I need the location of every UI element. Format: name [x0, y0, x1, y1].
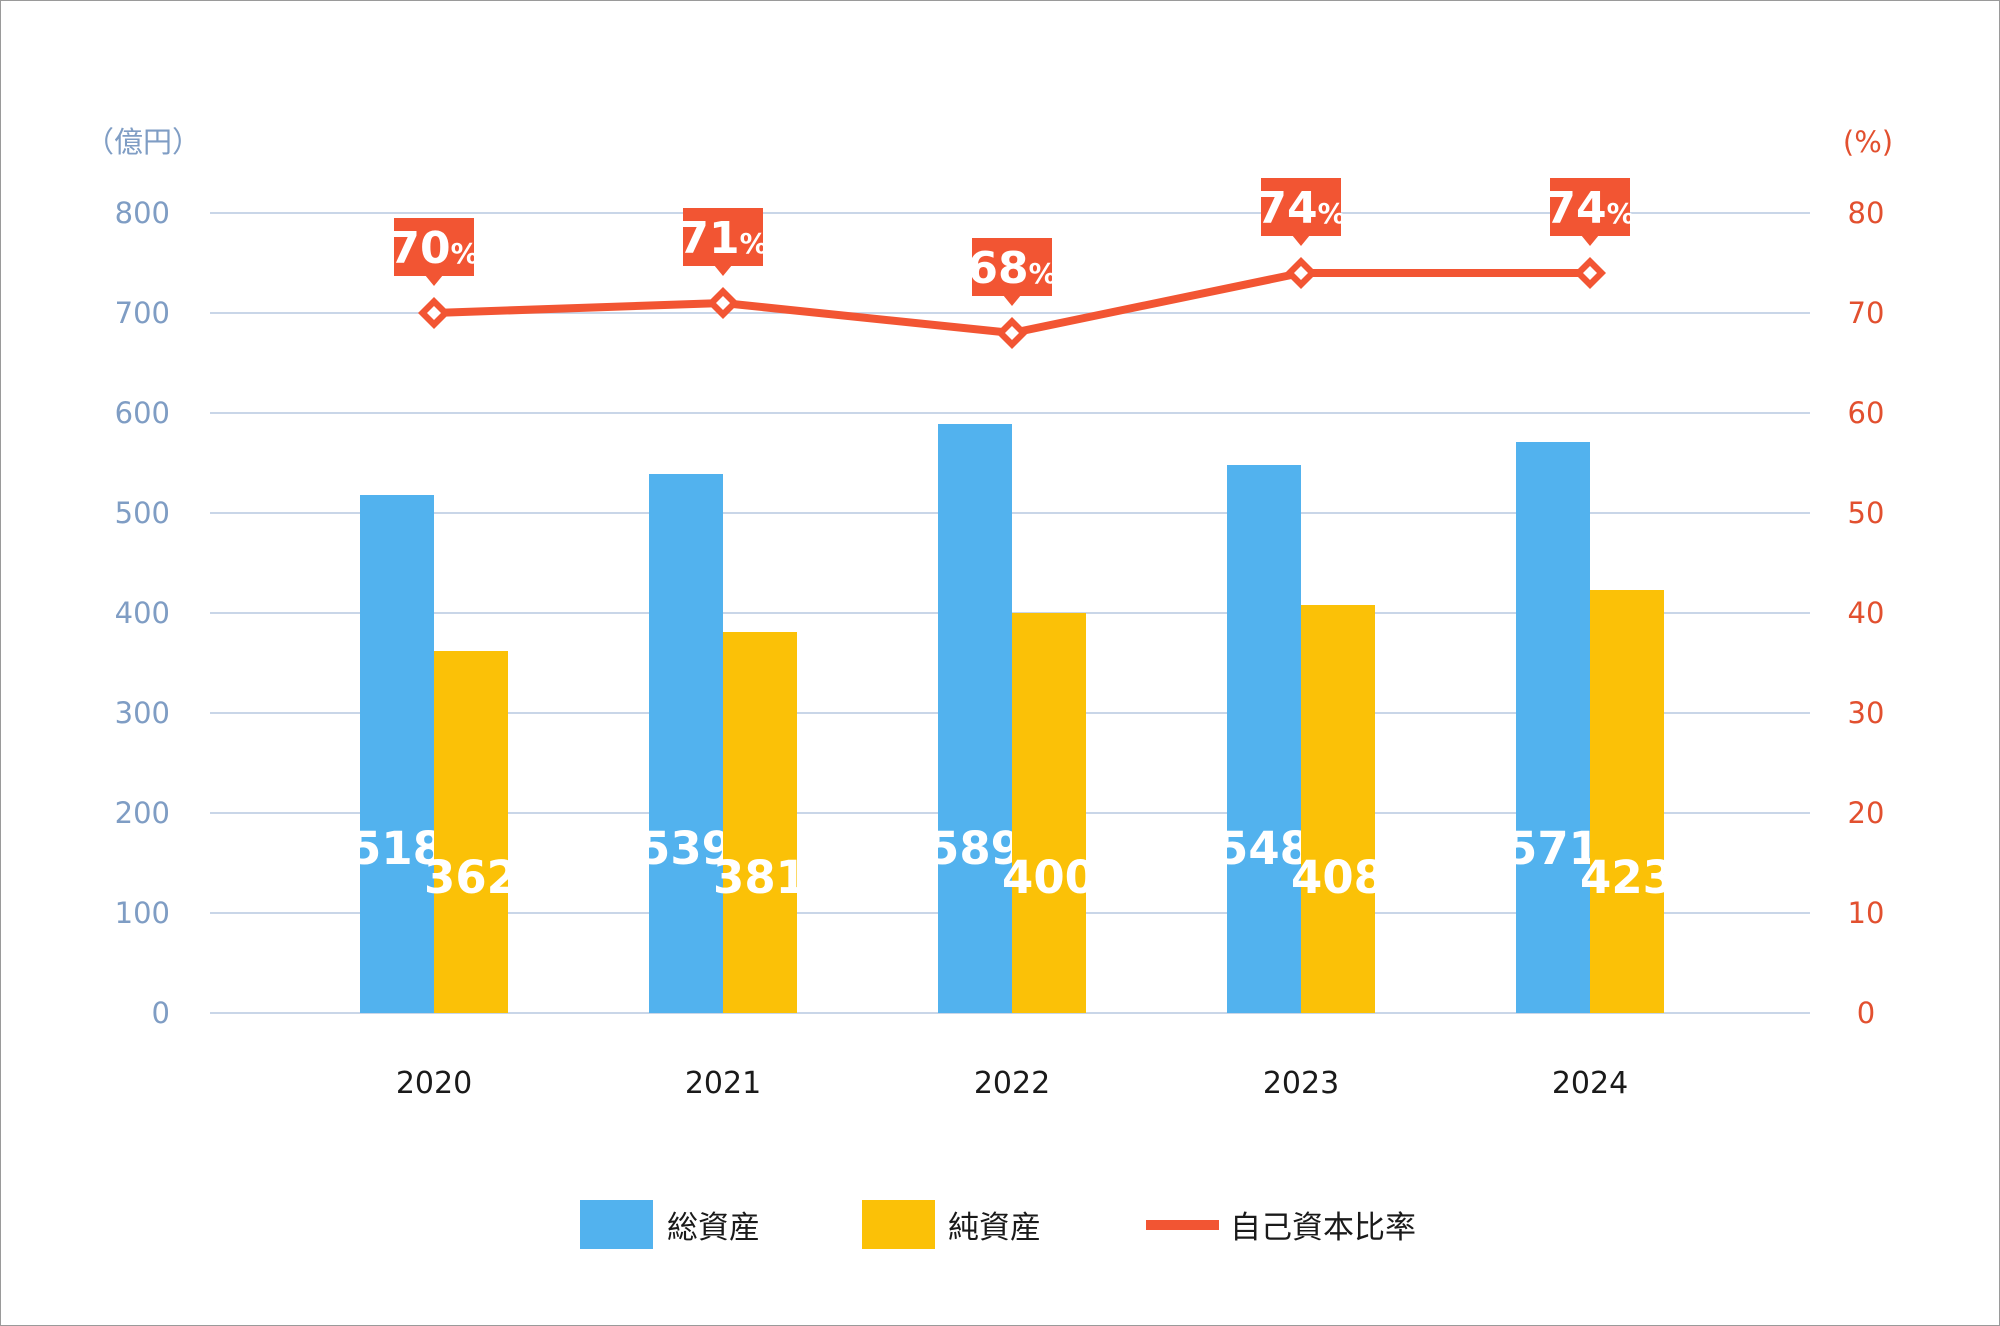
- right-tick-label: 20: [1848, 796, 1885, 830]
- bar-series: 518 539 589 548 571 362 381 400 408 423: [350, 424, 1674, 1013]
- bar: [723, 632, 797, 1013]
- bar: [1590, 590, 1664, 1013]
- right-tick-label: 40: [1848, 596, 1885, 630]
- ratio-unit: %: [451, 237, 479, 270]
- ratio-label-pointer: [425, 275, 443, 286]
- legend-swatch: [580, 1200, 653, 1249]
- bar: [938, 424, 1012, 1013]
- right-axis: (%) 0 10 20 30 40 50 60 70 80: [1843, 125, 1893, 1030]
- right-axis-unit: (%): [1843, 125, 1893, 159]
- ratio-unit: %: [1029, 257, 1057, 290]
- bar: [1301, 605, 1375, 1013]
- right-tick-label: 10: [1848, 896, 1885, 930]
- bar-value-label: 408: [1291, 851, 1385, 904]
- ratio-label-box: [1261, 178, 1341, 236]
- ratio-label-pointer: [1292, 235, 1310, 246]
- legend-line-swatch: [1146, 1220, 1219, 1230]
- ratio-line-series: 70% 71% 68%74% 74%: [389, 178, 1635, 349]
- bar-value-label: 518: [350, 822, 444, 875]
- category-label: 2020: [396, 1066, 472, 1101]
- ratio-marker-center: [1005, 326, 1019, 340]
- left-tick-label: 300: [115, 696, 170, 730]
- ratio-marker-center: [1294, 266, 1308, 280]
- bar-value-label: 539: [639, 822, 733, 875]
- legend-swatch: [862, 1200, 935, 1249]
- right-tick-label: 80: [1848, 196, 1885, 230]
- ratio-label-box: [1550, 178, 1630, 236]
- bar-value-label: 548: [1217, 822, 1311, 875]
- bar-value-label: 571: [1506, 822, 1600, 875]
- left-tick-label: 400: [115, 596, 170, 630]
- ratio-label-pointer: [1003, 295, 1021, 306]
- ratio-label-pointer: [1581, 235, 1599, 246]
- category-label: 2023: [1263, 1066, 1339, 1101]
- ratio-unit: %: [1318, 197, 1346, 230]
- right-tick-label: 50: [1848, 496, 1885, 530]
- left-tick-label: 0: [152, 996, 170, 1030]
- bar-value-label: 400: [1002, 851, 1096, 904]
- ratio-marker-center: [716, 296, 730, 310]
- left-tick-label: 100: [115, 896, 170, 930]
- ratio-label-box: [683, 208, 763, 266]
- bar: [649, 474, 723, 1013]
- bar: [1227, 465, 1301, 1013]
- right-tick-label: 30: [1848, 696, 1885, 730]
- category-axis: 2020 2021 2022 2023 2024: [396, 1066, 1628, 1101]
- right-tick-label: 0: [1857, 996, 1875, 1030]
- legend-label: 自己資本比率: [1230, 1210, 1416, 1246]
- ratio-label-box: [972, 238, 1052, 296]
- ratio-unit: %: [740, 227, 768, 260]
- left-tick-label: 200: [115, 796, 170, 830]
- ratio-unit: %: [1607, 197, 1635, 230]
- category-label: 2022: [974, 1066, 1050, 1101]
- legend: 総資産 純資産 自己資本比率: [580, 1200, 1416, 1249]
- left-tick-label: 800: [115, 196, 170, 230]
- category-label: 2024: [1552, 1066, 1628, 1101]
- bar-value-label: 589: [928, 822, 1022, 875]
- bar: [434, 651, 508, 1013]
- left-tick-label: 600: [115, 396, 170, 430]
- ratio-marker-center: [1583, 266, 1597, 280]
- legend-label: 総資産: [667, 1210, 760, 1246]
- left-tick-label: 700: [115, 296, 170, 330]
- bar: [360, 495, 434, 1013]
- right-tick-label: 70: [1848, 296, 1885, 330]
- ratio-label-pointer: [714, 265, 732, 276]
- right-tick-label: 60: [1848, 396, 1885, 430]
- bar-value-label: 381: [713, 851, 807, 904]
- left-axis-unit: （億円）: [85, 125, 201, 159]
- bar-value-label: 423: [1580, 851, 1674, 904]
- bar-value-label: 362: [424, 851, 518, 904]
- ratio-marker-center: [427, 306, 441, 320]
- ratio-label-box: [394, 218, 474, 276]
- bar: [1012, 613, 1086, 1013]
- left-tick-label: 500: [115, 496, 170, 530]
- legend-label: 純資産: [948, 1210, 1041, 1246]
- category-label: 2021: [685, 1066, 761, 1101]
- bar: [1516, 442, 1590, 1013]
- left-axis: （億円） 0 100 200 300 400 500 600 700 800: [85, 125, 201, 1030]
